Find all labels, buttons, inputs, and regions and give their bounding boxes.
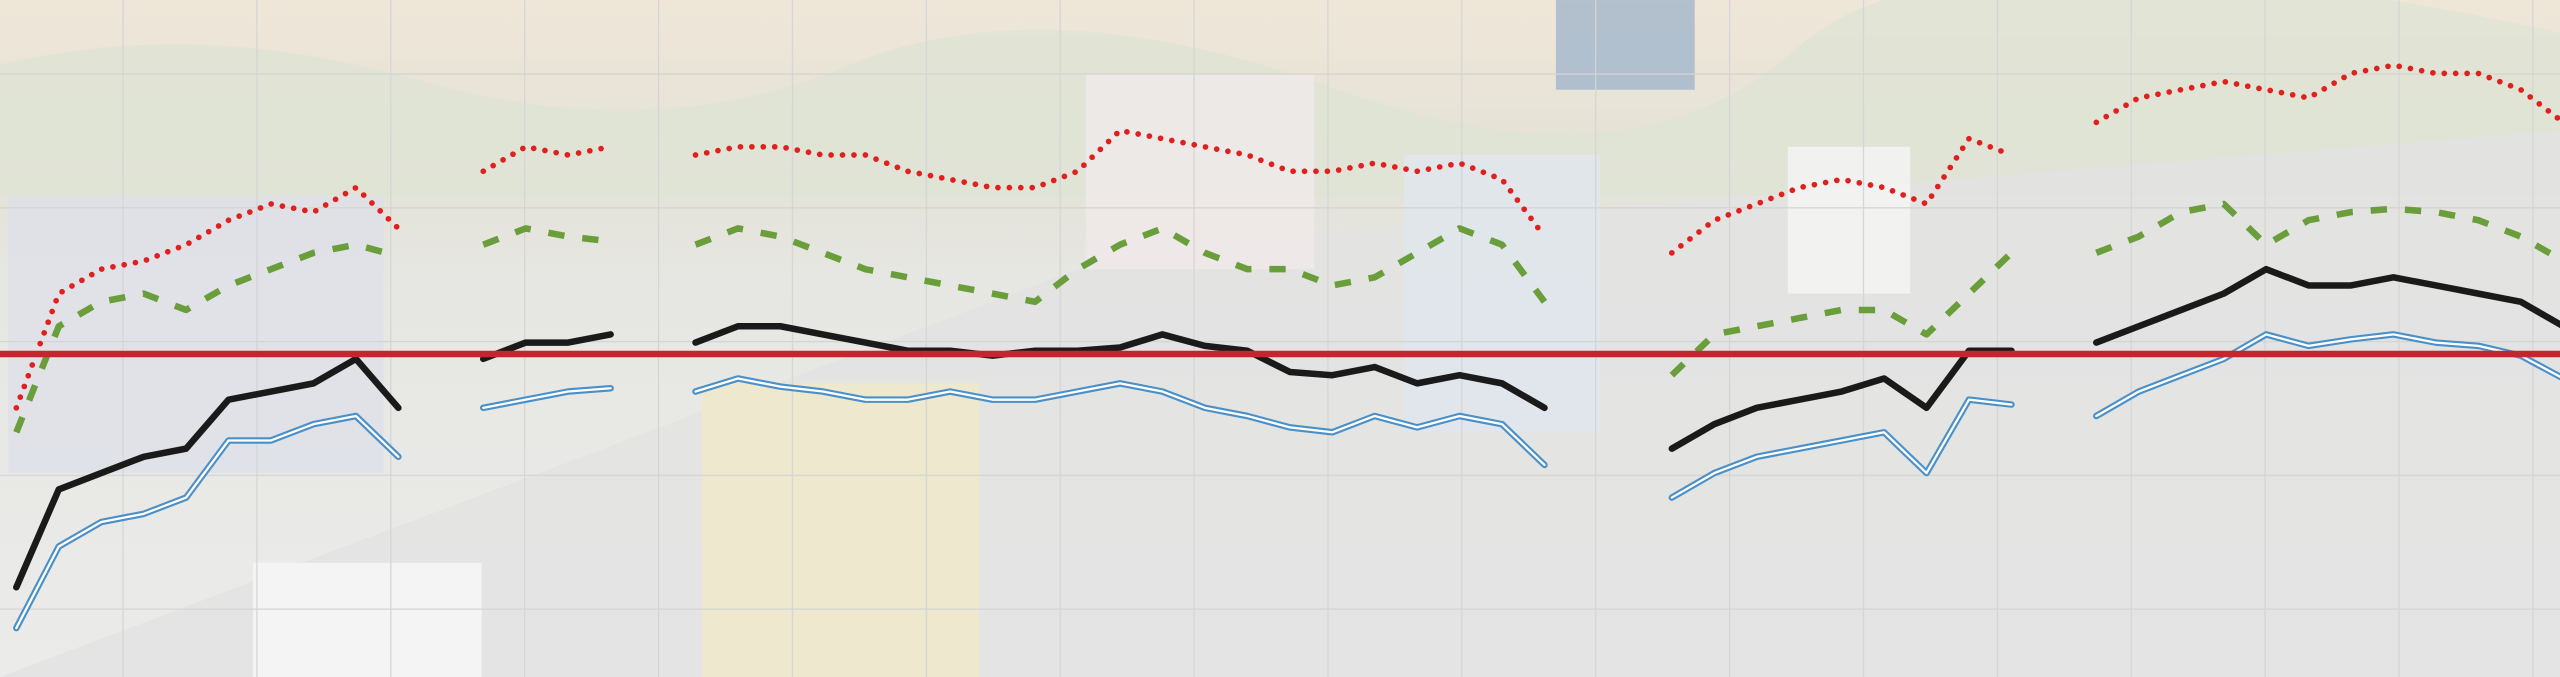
line-inner [15, 333, 2560, 630]
line [13, 62, 2560, 411]
line [13, 200, 2560, 434]
line [13, 265, 2560, 591]
